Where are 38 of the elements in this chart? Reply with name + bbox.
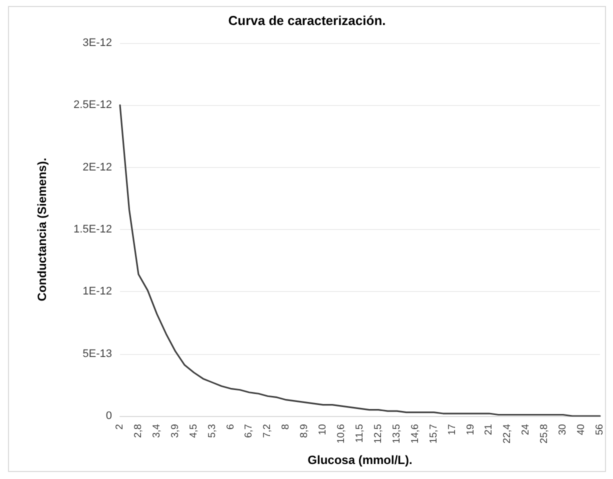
x-tick-label: 30 [558,424,569,436]
x-tick-label: 5,3 [206,424,218,438]
x-tick-label: 13,5 [391,424,402,444]
x-tick-label: 6 [225,424,236,430]
x-tick-label: 56 [594,424,606,436]
y-tick-label: 2.5E-12 [73,99,112,112]
x-tick-label: 12,5 [372,424,384,444]
x-tick-label: 19 [465,424,476,436]
x-tick-label: 10,6 [336,424,348,444]
y-tick-label: 2E-12 [82,161,112,174]
y-tick-label: 1E-12 [82,286,112,298]
x-tick-label: 2 [114,424,126,430]
x-tick-label: 17 [446,424,458,436]
x-tick-label: 25,8 [539,424,550,444]
chart-title: Curva de caracterización. [228,13,386,28]
x-tick-label: 21 [484,424,495,436]
x-tick-label: 4,5 [188,424,200,438]
x-tick-label: 40 [576,424,588,436]
x-tick-label: 14,6 [410,424,421,444]
x-tick-label: 11,5 [354,424,366,443]
line-series [119,104,601,417]
y-tick-label: 3E-12 [82,37,112,49]
x-tick-label: 22,4 [502,424,514,444]
y-axis-title: Conductancia (Siemens). [35,158,49,302]
y-tick-label: 0 [106,410,112,422]
x-tick-label: 3,4 [151,424,162,438]
x-tick-label: 6,7 [244,424,255,438]
x-tick-label: 8 [280,424,292,430]
y-tick-label: 1.5E-12 [73,224,112,236]
x-tick-label: 15,7 [428,424,440,444]
x-tick-label: 10 [318,424,329,436]
x-axis-title: Glucosa (mmol/L). [308,453,412,467]
x-tick-label: 24 [520,424,532,436]
y-tick-label: 5E-13 [82,348,112,360]
x-tick-label: 7,2 [262,424,274,438]
x-tick-label: 3,9 [170,424,181,438]
x-tick-label: 2,8 [132,424,144,438]
x-tick-label: 8,9 [299,424,310,438]
